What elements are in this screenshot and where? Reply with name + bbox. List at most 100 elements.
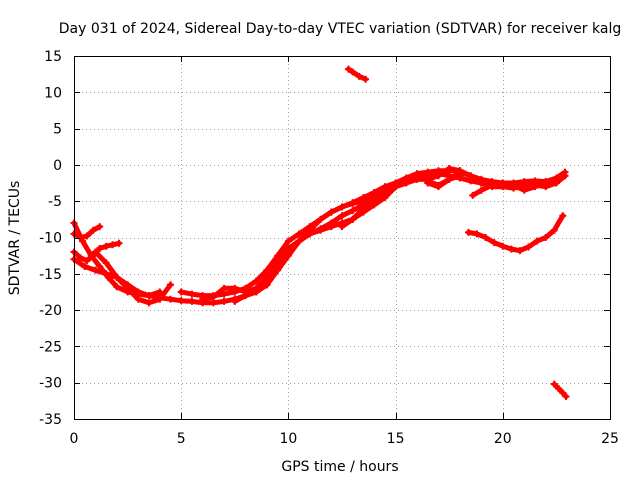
data-point [349, 199, 357, 207]
series-trace [339, 166, 568, 230]
data-point [469, 191, 477, 199]
y-axis-label: SDTVAR / TECUs [7, 181, 23, 296]
x-tick-label: 25 [601, 431, 619, 447]
data-point [550, 226, 558, 234]
data-point [284, 237, 292, 245]
data-point [344, 65, 352, 73]
data-point [362, 75, 370, 83]
y-tick-label: -30 [39, 376, 62, 392]
data-point [96, 244, 104, 252]
data-point [359, 204, 367, 212]
y-tick-label: -20 [39, 303, 62, 319]
data-point [499, 179, 507, 187]
data-point [96, 263, 104, 271]
data-point [445, 175, 453, 183]
data-point [252, 277, 260, 285]
data-point [145, 299, 153, 307]
data-point [188, 297, 196, 305]
y-tick-label: -15 [39, 267, 62, 283]
x-tick-label: 20 [494, 431, 512, 447]
data-point [559, 389, 567, 397]
data-point [338, 203, 346, 211]
y-tick-label: 10 [44, 85, 62, 101]
data-point [349, 207, 357, 215]
data-point [381, 190, 389, 198]
data-point [317, 226, 325, 234]
y-tick-label: -10 [39, 231, 62, 247]
series-arc-4 [70, 219, 164, 300]
data-point [79, 237, 87, 245]
data-point [220, 284, 228, 292]
data-point [370, 197, 378, 205]
data-point [231, 297, 239, 305]
data-point [562, 392, 570, 400]
grid-lines [74, 56, 610, 419]
data-point [166, 281, 174, 289]
data-point [464, 228, 472, 236]
data-point [252, 288, 260, 296]
data-point [477, 179, 485, 187]
data-point [231, 284, 239, 292]
data-point [507, 245, 515, 253]
data-point [317, 215, 325, 223]
x-tick-label: 5 [177, 431, 186, 447]
data-point [89, 226, 97, 234]
data-point [327, 208, 335, 216]
data-point [102, 242, 110, 250]
chart-title: Day 031 of 2024, Sidereal Day-to-day VTE… [59, 21, 621, 37]
data-point [445, 165, 453, 173]
data-point [477, 186, 485, 194]
data-point [134, 295, 142, 303]
data-point [349, 68, 357, 76]
series-trace [551, 381, 569, 399]
data-point [81, 263, 89, 271]
data-point [96, 223, 104, 231]
data-point [83, 257, 91, 265]
x-tick-label: 15 [387, 431, 405, 447]
data-point [124, 284, 132, 292]
series-arc-14 [344, 65, 370, 83]
series-trace [345, 66, 369, 82]
x-tick-label: 0 [70, 431, 79, 447]
data-point [525, 243, 533, 251]
data-point [83, 232, 91, 240]
data-point [520, 186, 528, 194]
data-point [456, 168, 464, 176]
data-point [488, 181, 496, 189]
data-point [177, 297, 185, 305]
data-point [550, 380, 558, 388]
series-arc-5 [91, 248, 174, 307]
data-point [490, 239, 498, 247]
series-trace [200, 171, 431, 302]
data-point [115, 239, 123, 247]
series-arc-12 [469, 175, 560, 199]
data-point [104, 273, 112, 281]
data-point [306, 226, 314, 234]
data-point [542, 234, 550, 241]
data-point [76, 254, 84, 262]
y-tick-label: 5 [53, 122, 62, 138]
data-point [467, 172, 475, 180]
data-point [177, 288, 185, 296]
data-point [392, 183, 400, 191]
data-point [552, 175, 560, 183]
data-point [295, 237, 303, 245]
data-point [188, 290, 196, 298]
data-point [263, 281, 271, 289]
data-point [166, 295, 174, 303]
data-point [531, 183, 539, 191]
data-points [70, 65, 570, 400]
x-axis-label: GPS time / hours [281, 459, 398, 475]
data-point [402, 179, 410, 187]
data-point [220, 297, 228, 305]
data-point [91, 248, 99, 256]
series-arc-13 [464, 212, 567, 255]
data-point [355, 72, 363, 80]
data-point [156, 295, 164, 303]
data-point [533, 237, 541, 245]
data-point [102, 259, 110, 267]
x-tick-label: 10 [279, 431, 297, 447]
y-tick-label: 15 [44, 49, 62, 65]
data-point [434, 183, 442, 191]
